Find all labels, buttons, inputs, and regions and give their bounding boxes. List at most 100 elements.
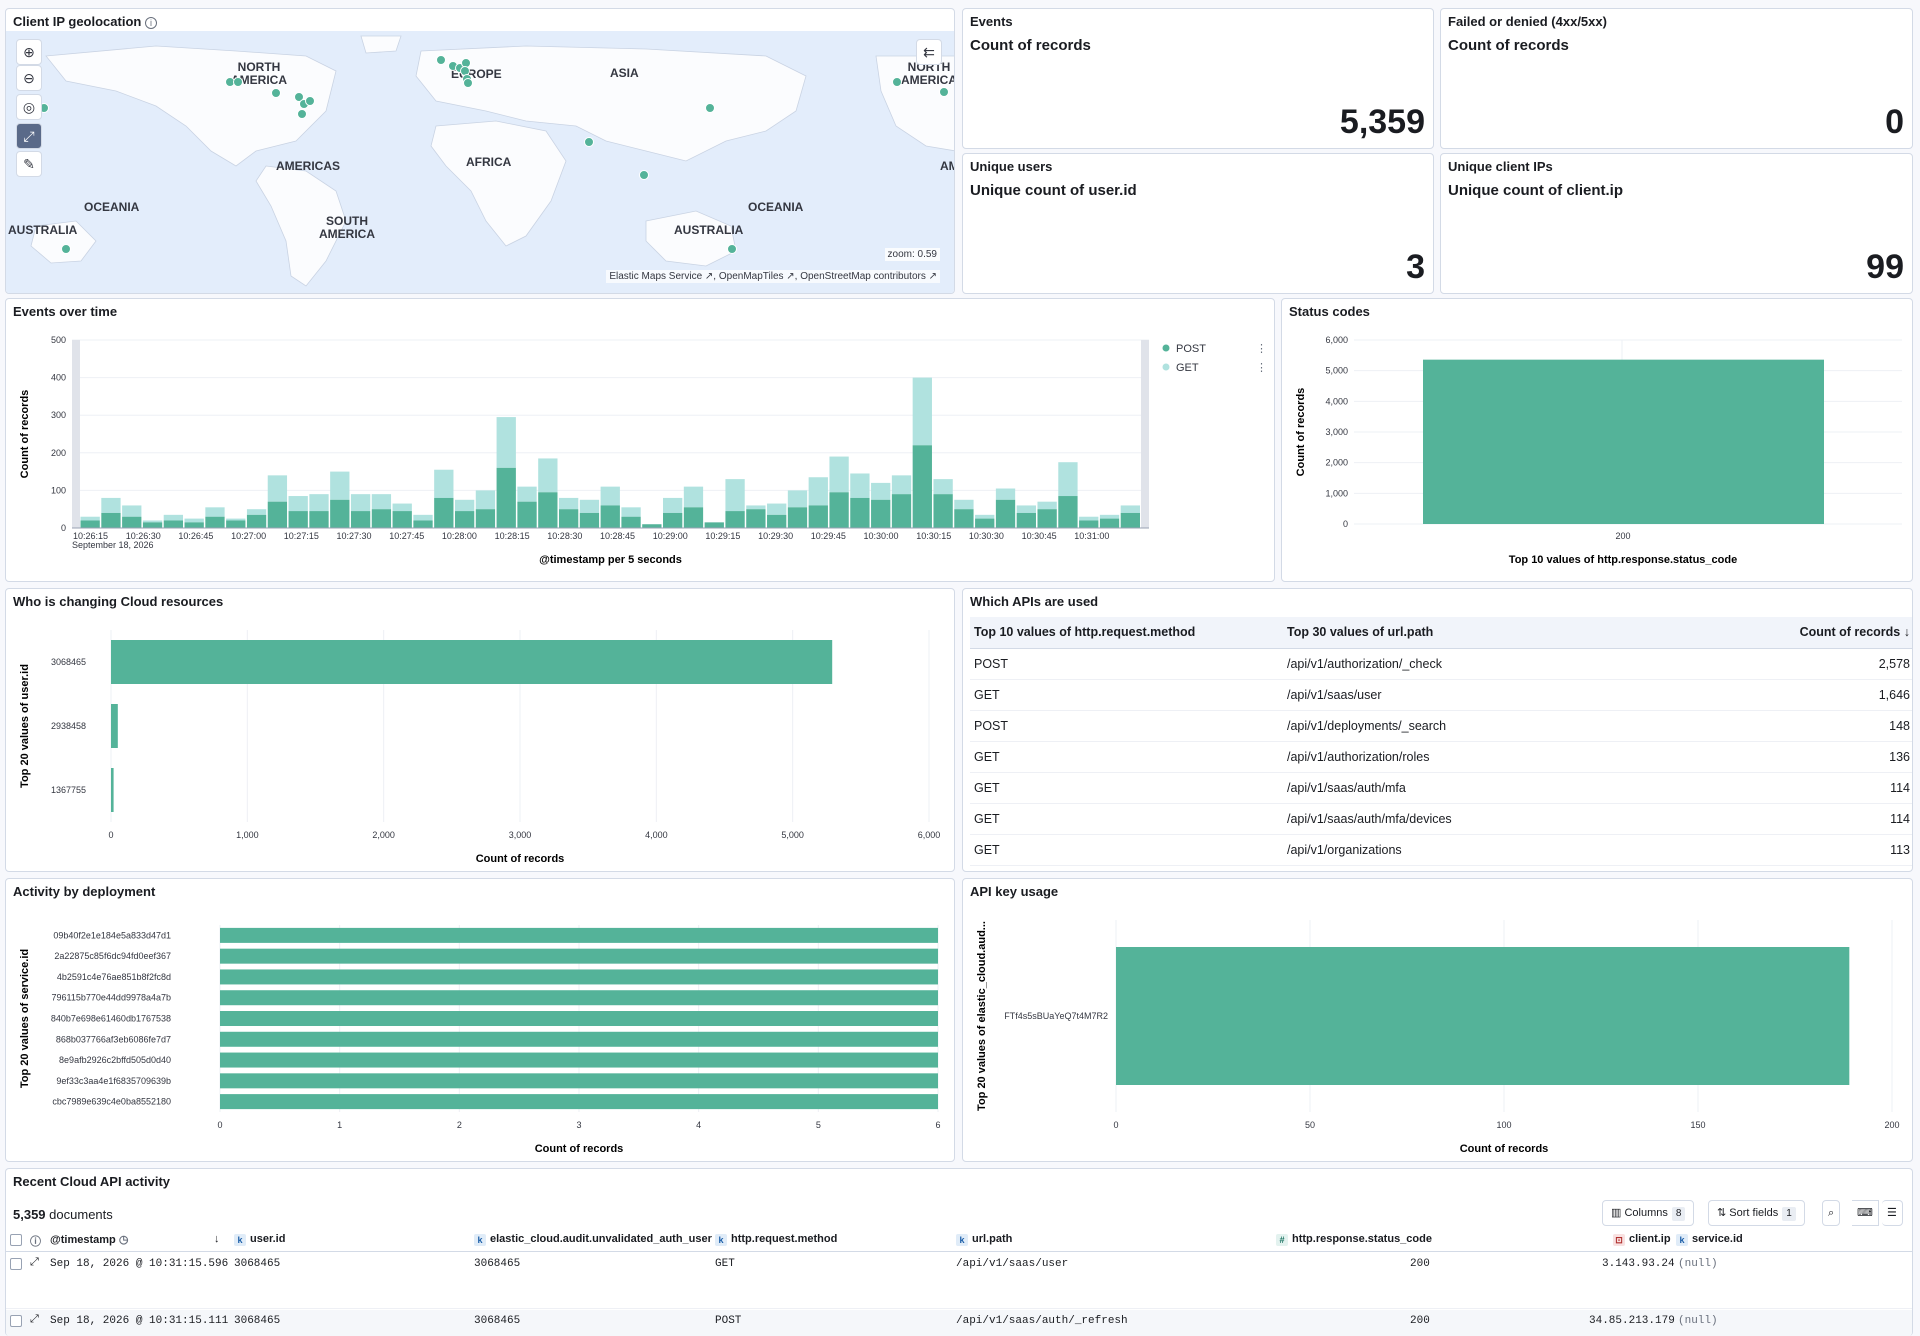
expand-icon[interactable]: ⤢: [30, 1314, 39, 1326]
x-tick-label: 10:26:15: [73, 531, 108, 541]
bar: [220, 1031, 938, 1047]
bar-get: [1120, 505, 1140, 513]
geo-title: Client IP geolocation i: [13, 14, 157, 29]
path-header[interactable]: Top 30 values of url.path: [1283, 617, 1658, 649]
apis-title: Which APIs are used: [970, 594, 1099, 609]
columns-count: 8: [1671, 1207, 1686, 1221]
fullscreen-button[interactable]: ⤢: [16, 123, 42, 149]
events-over-time-title: Events over time: [13, 304, 118, 319]
users-metric-panel: Unique users Unique count of user.id 3: [962, 153, 1434, 294]
events-value: 5,359: [1339, 103, 1425, 141]
ip-icon: ⊡: [1613, 1234, 1625, 1246]
x-tick-label: 10:27:45: [389, 531, 424, 541]
reset-view-button[interactable]: ◎: [16, 94, 42, 120]
bar-post: [350, 511, 371, 528]
table-row[interactable]: POST/api/v1/deployments/_search 148: [970, 710, 1912, 742]
table-row[interactable]: GET/api/v1/organizations 113: [970, 834, 1912, 866]
events-over-time-chart[interactable]: 0 100 200 300 400 500 10:26:15 10:26:30 10:26:45…: [6, 299, 1275, 582]
continent-label: AUSTRALIA: [674, 223, 744, 237]
bar-post: [413, 520, 433, 528]
geo-panel: Client IP geolocation i NORTH AMERICA EUR…: [5, 8, 955, 294]
failed-value: 0: [1885, 103, 1904, 141]
header-auth-user[interactable]: k elastic_cloud.audit.unvalidated_auth_us…: [474, 1233, 712, 1246]
header-status-code[interactable]: # http.response.status_code: [1276, 1233, 1432, 1246]
search-button[interactable]: ⌕: [1822, 1200, 1841, 1226]
bar-post: [454, 511, 475, 528]
x-tick-label: 10:29:30: [758, 531, 793, 541]
cell-client-ip: 34.85.213.179: [1589, 1315, 1675, 1327]
table-row[interactable]: ⤢ Sep 18, 2026 @ 10:31:15.111 3068465 30…: [6, 1310, 1912, 1336]
keyboard-button[interactable]: ⌨: [1852, 1200, 1879, 1226]
method-header[interactable]: Top 10 values of http.request.method: [970, 617, 1283, 649]
bar: [111, 768, 114, 812]
bar-post: [309, 511, 329, 528]
header-timestamp[interactable]: @timestamp ◷: [50, 1233, 128, 1246]
y-tick-label: 3068465: [51, 657, 86, 667]
zoom-out-button[interactable]: ⊖: [16, 65, 42, 91]
x-tick-label: 6: [935, 1120, 940, 1130]
x-tick-label: 10:26:45: [178, 531, 213, 541]
header-method[interactable]: k http.request.method: [715, 1233, 837, 1246]
y-tick-label: 400: [51, 373, 66, 383]
world-map[interactable]: NORTH AMERICA EUROPE ASIA NORTH AMERICA AMER…: [6, 31, 954, 293]
continent-label: OCEANIA: [84, 200, 140, 214]
info-icon[interactable]: i: [144, 17, 157, 29]
header-url-path[interactable]: k url.path: [956, 1233, 1012, 1246]
header-client-ip[interactable]: ⊡ client.ip: [1613, 1233, 1671, 1246]
y-tick-label: 5,000: [1325, 366, 1348, 376]
x-tick-label: 10:28:45: [600, 531, 635, 541]
status-codes-chart[interactable]: 0 1,000 2,000 3,000 4,000 5,000 6,000 200 Top 10…: [1282, 299, 1913, 582]
x-axis-title: Count of records: [535, 1143, 624, 1155]
tools-button[interactable]: ✎: [16, 151, 42, 177]
bar-get: [1037, 501, 1057, 510]
x-tick-label: 0: [108, 830, 113, 840]
x-tick-label: 100: [1496, 1120, 1511, 1130]
table-row[interactable]: GET/api/v1/authorization/roles 136: [970, 741, 1912, 773]
sort-fields-button[interactable]: ⇅ Sort fields 1: [1708, 1200, 1805, 1226]
bar-post: [746, 509, 766, 528]
x-tick-label: 200: [1884, 1120, 1899, 1130]
deployment-panel: Activity by deployment 0 1 2 3 4 5 6 09b40f2e1e…: [5, 878, 955, 1162]
sort-arrow-icon[interactable]: ↓: [214, 1233, 220, 1245]
who-changing-chart[interactable]: 0 1,000 2,000 3,000 4,000 5,000 6,000 3068465 29…: [6, 589, 955, 872]
zoom-level: zoom: 0.59: [884, 248, 940, 261]
bar-post: [288, 511, 308, 528]
x-tick-label: 0: [1113, 1120, 1118, 1130]
row-checkbox[interactable]: [10, 1315, 22, 1327]
bar-get: [80, 516, 100, 521]
header-method-label: http.request.method: [731, 1233, 838, 1245]
sort-desc-icon[interactable]: ↓: [1900, 625, 1910, 640]
table-row[interactable]: GET/api/v1/saas/auth/mfa 114: [970, 772, 1912, 804]
table-row[interactable]: GET/api/v1/saas/user 1,646: [970, 679, 1912, 711]
continent-label: AMERICAS: [276, 159, 341, 173]
deployment-chart[interactable]: 0 1 2 3 4 5 6 09b40f2e1e184e5a833d47d1 2a22875c8…: [6, 879, 955, 1162]
table-row[interactable]: GET/api/v1/saas/auth/mfa/devices 114: [970, 803, 1912, 835]
apikey-chart[interactable]: 0 50 100 150 200 FTf4s5sBUaYeQ7t4M7R2 Count of…: [963, 879, 1913, 1162]
bar: [220, 948, 938, 964]
expand-icon[interactable]: ⤢: [30, 1257, 39, 1269]
brush-left: [72, 340, 80, 528]
events-title: Events: [970, 14, 1013, 29]
geo-point: [939, 87, 949, 97]
cell-method: POST: [970, 648, 1283, 680]
failed-subtitle: Count of records: [1448, 37, 1569, 54]
collapse-legend-button[interactable]: ⇇: [916, 39, 942, 65]
cell-method: GET: [970, 741, 1283, 773]
geo-point: [639, 170, 649, 180]
select-all-checkbox[interactable]: [10, 1234, 22, 1246]
bar-post: [246, 514, 267, 528]
bar-post: [642, 524, 662, 528]
columns-button[interactable]: ▥ Columns 8: [1602, 1200, 1695, 1226]
header-service-id[interactable]: k service.id: [1676, 1233, 1743, 1246]
row-checkbox[interactable]: [10, 1258, 22, 1270]
bar-get: [850, 473, 870, 498]
bar: [220, 1094, 938, 1110]
zoom-in-button[interactable]: ⊕: [16, 39, 42, 65]
settings-button[interactable]: ☰: [1882, 1200, 1903, 1226]
table-row[interactable]: POST/api/v1/authorization/_check 2,578: [970, 648, 1912, 680]
header-user-id[interactable]: k user.id: [234, 1233, 285, 1246]
count-header[interactable]: Count of records ↓: [1657, 617, 1912, 649]
bar: [111, 704, 118, 748]
map-attribution[interactable]: Elastic Maps Service ↗, OpenMapTiles ↗, …: [606, 270, 940, 283]
table-row[interactable]: ⤢ Sep 18, 2026 @ 10:31:15.596 3068465 30…: [6, 1253, 1912, 1309]
